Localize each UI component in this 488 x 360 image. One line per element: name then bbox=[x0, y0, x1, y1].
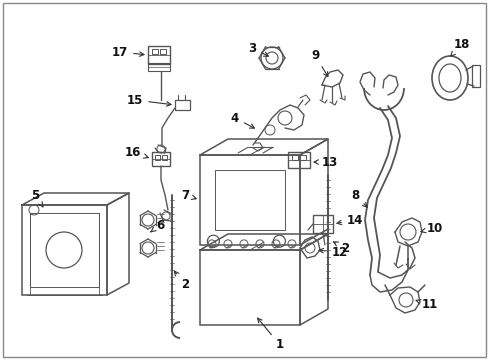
Text: 2: 2 bbox=[333, 242, 348, 255]
Text: 12: 12 bbox=[318, 246, 347, 258]
Bar bbox=[200, 250, 299, 325]
Bar bbox=[160, 49, 165, 54]
Bar bbox=[148, 63, 170, 71]
Text: 13: 13 bbox=[313, 156, 337, 168]
Text: 10: 10 bbox=[420, 221, 442, 234]
Bar bbox=[291, 155, 297, 160]
Text: 4: 4 bbox=[230, 112, 254, 128]
Bar bbox=[152, 152, 170, 166]
Text: 16: 16 bbox=[124, 145, 148, 158]
Text: 5: 5 bbox=[31, 189, 43, 207]
Bar bbox=[299, 155, 305, 160]
Text: 3: 3 bbox=[247, 41, 268, 56]
Bar bbox=[200, 155, 299, 245]
Bar bbox=[287, 152, 309, 168]
Bar bbox=[30, 213, 99, 287]
Bar bbox=[155, 155, 160, 160]
Bar bbox=[22, 205, 107, 295]
Bar bbox=[471, 65, 479, 87]
Bar bbox=[175, 100, 190, 110]
Bar bbox=[152, 49, 158, 54]
Text: 7: 7 bbox=[181, 189, 196, 202]
Bar bbox=[162, 155, 167, 160]
Text: 18: 18 bbox=[450, 37, 469, 56]
Bar bbox=[312, 215, 332, 233]
Text: 1: 1 bbox=[257, 318, 284, 351]
Text: 11: 11 bbox=[415, 298, 437, 311]
Text: 8: 8 bbox=[350, 189, 366, 207]
Text: 17: 17 bbox=[112, 45, 143, 59]
Text: 14: 14 bbox=[336, 213, 363, 226]
Bar bbox=[215, 170, 285, 230]
Text: 9: 9 bbox=[310, 49, 327, 77]
Text: 2: 2 bbox=[174, 271, 189, 292]
Bar bbox=[148, 46, 170, 64]
Text: 15: 15 bbox=[126, 94, 171, 107]
Text: 6: 6 bbox=[150, 219, 164, 232]
